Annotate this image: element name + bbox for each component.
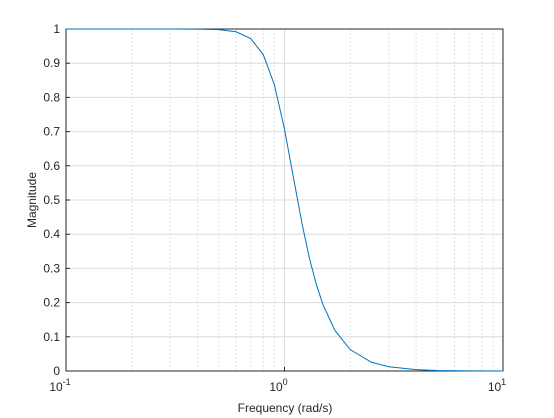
y-tick-label: 0.3: [43, 261, 60, 275]
x-tick-label: 100: [269, 377, 287, 394]
x-axis-label: Frequency (rad/s): [238, 401, 333, 415]
y-tick-label: 0.9: [43, 56, 60, 70]
y-tick-label: 0.1: [43, 330, 60, 344]
data-line: [66, 28, 504, 372]
y-axis-label: Magnitude: [25, 172, 39, 228]
y-tick-label: 0: [53, 364, 60, 378]
y-tick-label: 0.4: [43, 227, 60, 241]
x-tick-base: 10: [269, 380, 283, 394]
axes-box: [65, 28, 504, 372]
x-tick-base: 10: [49, 380, 63, 394]
y-tick-label: 0.2: [43, 296, 60, 310]
y-tick-label: 0.7: [43, 125, 60, 139]
x-tick-base: 10: [488, 380, 502, 394]
x-tick-exponent: 1: [501, 377, 506, 387]
y-tick-label: 0.8: [43, 90, 60, 104]
x-tick-exponent: 0: [283, 377, 288, 387]
y-tick-label: 0.5: [43, 193, 60, 207]
x-tick-label: 10-1: [49, 377, 70, 394]
y-tick-label: 0.6: [43, 159, 60, 173]
x-tick-exponent: -1: [63, 377, 71, 387]
x-tick-label: 101: [488, 377, 506, 394]
y-tick-label: 1: [53, 22, 60, 36]
